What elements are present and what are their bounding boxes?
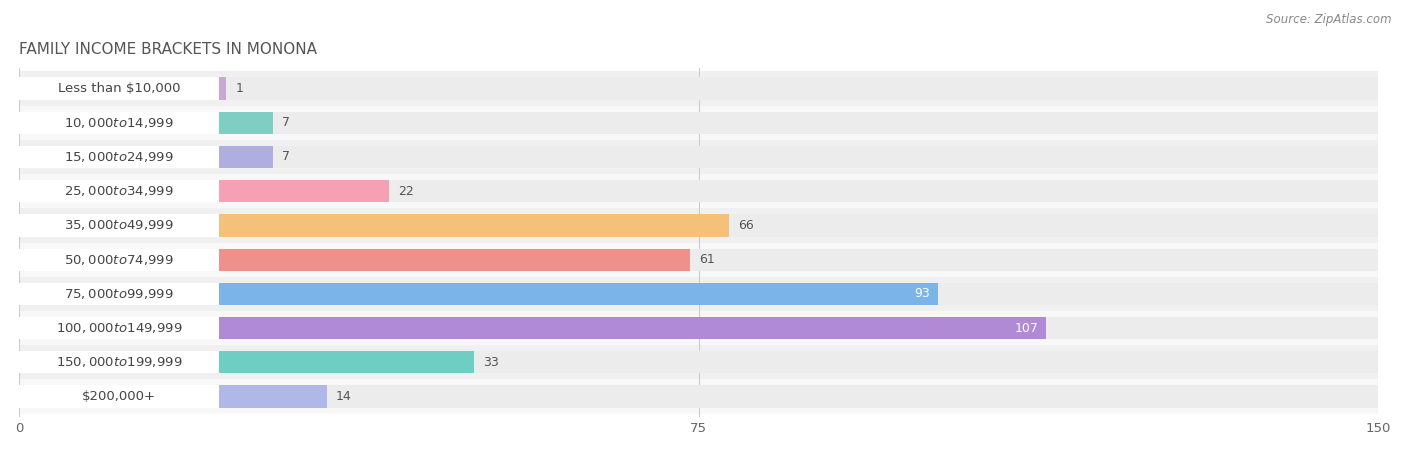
Bar: [20, 386, 1378, 408]
Text: 14: 14: [336, 390, 352, 403]
Bar: [218, 180, 388, 202]
Bar: [20, 351, 1378, 373]
Text: $150,000 to $199,999: $150,000 to $199,999: [56, 356, 183, 369]
Bar: [218, 283, 938, 305]
Bar: [218, 214, 728, 237]
Bar: [20, 345, 1378, 379]
Text: 61: 61: [699, 253, 716, 266]
Bar: [20, 112, 1378, 134]
Bar: [20, 214, 1378, 237]
Bar: [218, 351, 474, 373]
Text: 33: 33: [482, 356, 499, 369]
Bar: [20, 112, 218, 134]
Bar: [20, 208, 1378, 243]
Bar: [20, 146, 1378, 168]
Bar: [20, 379, 1378, 414]
Bar: [20, 277, 1378, 311]
Bar: [20, 248, 218, 271]
Text: $50,000 to $74,999: $50,000 to $74,999: [65, 252, 174, 267]
Bar: [20, 248, 1378, 271]
Text: 93: 93: [914, 288, 931, 300]
Bar: [20, 311, 1378, 345]
Text: $200,000+: $200,000+: [82, 390, 156, 403]
Bar: [20, 283, 218, 305]
Text: $15,000 to $24,999: $15,000 to $24,999: [65, 150, 174, 164]
Text: $25,000 to $34,999: $25,000 to $34,999: [65, 184, 174, 198]
Bar: [20, 180, 1378, 202]
Bar: [218, 386, 326, 408]
Bar: [20, 106, 1378, 140]
Bar: [20, 180, 218, 202]
Text: 1: 1: [235, 82, 243, 95]
Bar: [20, 71, 1378, 106]
Text: 66: 66: [738, 219, 754, 232]
Text: 107: 107: [1015, 322, 1039, 335]
Text: Source: ZipAtlas.com: Source: ZipAtlas.com: [1267, 14, 1392, 27]
Text: $35,000 to $49,999: $35,000 to $49,999: [65, 218, 174, 232]
Bar: [20, 146, 218, 168]
Text: $10,000 to $14,999: $10,000 to $14,999: [65, 116, 174, 130]
Bar: [218, 112, 273, 134]
Bar: [218, 317, 1046, 339]
Text: 7: 7: [281, 116, 290, 129]
Text: 7: 7: [281, 150, 290, 163]
Bar: [20, 243, 1378, 277]
Text: FAMILY INCOME BRACKETS IN MONONA: FAMILY INCOME BRACKETS IN MONONA: [20, 42, 318, 57]
Bar: [218, 248, 690, 271]
Bar: [218, 146, 273, 168]
Text: $100,000 to $149,999: $100,000 to $149,999: [56, 321, 183, 335]
Bar: [20, 77, 218, 99]
Bar: [218, 77, 226, 99]
Bar: [20, 283, 1378, 305]
Bar: [20, 317, 218, 339]
Text: Less than $10,000: Less than $10,000: [58, 82, 180, 95]
Bar: [20, 386, 218, 408]
Bar: [20, 77, 1378, 99]
Bar: [20, 214, 218, 237]
Bar: [20, 140, 1378, 174]
Bar: [20, 174, 1378, 208]
Bar: [20, 351, 218, 373]
Text: 22: 22: [398, 184, 413, 198]
Text: $75,000 to $99,999: $75,000 to $99,999: [65, 287, 174, 301]
Bar: [20, 317, 1378, 339]
